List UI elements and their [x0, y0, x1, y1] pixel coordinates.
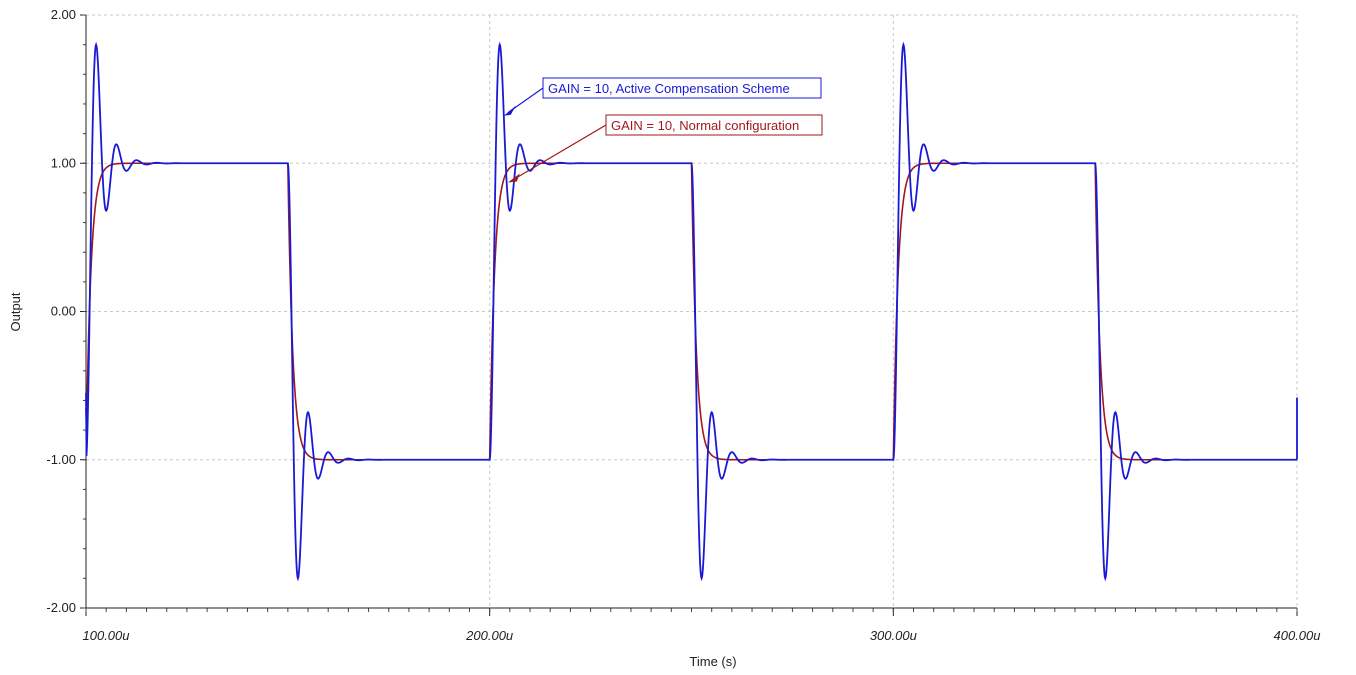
y-tick-label: -1.00 — [46, 452, 76, 467]
x-tick-label: 100.00u — [83, 628, 130, 643]
annotation-arrowhead-normal — [507, 173, 520, 183]
x-tick-label: 400.00u — [1274, 628, 1321, 643]
y-tick-label: -2.00 — [46, 600, 76, 615]
annotation-arrow-normal — [511, 124, 607, 182]
series-layer — [85, 41, 1298, 582]
x-tick-label: 300.00u — [870, 628, 917, 643]
annotation-label-active: GAIN = 10, Active Compensation Scheme — [548, 81, 790, 96]
grid-lines — [85, 14, 1298, 609]
x-axis-title: Time (s) — [689, 654, 736, 669]
axes: 2.00 1.00 0.00 -1.00 -2.00 100.00u 200.00u 300.… — [46, 7, 1320, 643]
y-tick-label: 1.00 — [51, 155, 76, 170]
x-tick-label: 200.00u — [465, 628, 513, 643]
y-tick-label: 2.00 — [51, 7, 76, 22]
annotations: GAIN = 10, Active Compensation Scheme GAI… — [503, 77, 823, 183]
y-tick-label: 0.00 — [51, 304, 76, 319]
annotation-label-normal: GAIN = 10, Normal configuration — [611, 118, 799, 133]
series-line-active — [85, 41, 1297, 582]
annotation-arrowhead-active — [503, 105, 516, 116]
y-axis-title: Output — [8, 292, 23, 331]
